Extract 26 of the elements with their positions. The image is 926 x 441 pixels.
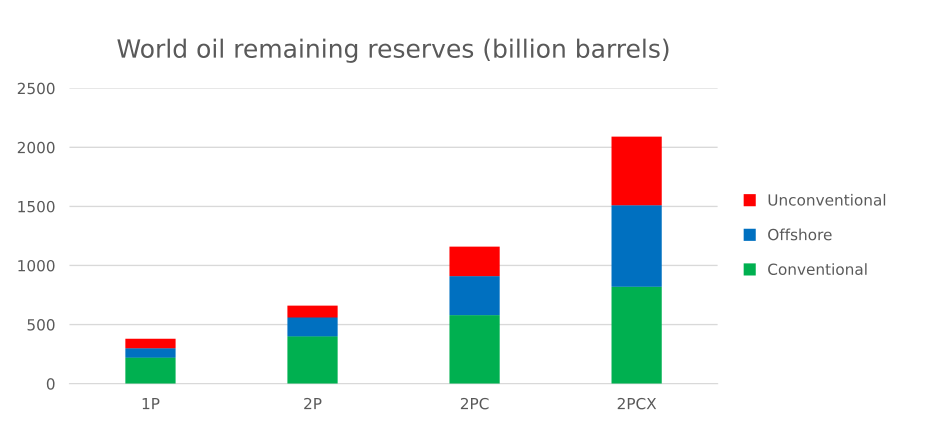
bar xyxy=(449,276,500,316)
bar xyxy=(449,246,500,276)
bar xyxy=(287,336,338,384)
x-tick-label: 1P xyxy=(142,398,160,410)
bar xyxy=(612,286,662,384)
bar xyxy=(612,136,662,206)
y-tick-label: 2500 xyxy=(18,82,55,94)
legend-label: Conventional xyxy=(768,263,867,276)
y-tick-label: 0 xyxy=(46,378,55,390)
bar xyxy=(125,348,176,358)
y-tick-label: 1000 xyxy=(18,260,55,272)
y-tick-label: 2000 xyxy=(18,142,55,154)
bar xyxy=(287,306,338,318)
bar xyxy=(449,315,500,384)
bar xyxy=(125,338,176,348)
y-tick-label: 500 xyxy=(28,319,55,331)
chart-title: World oil remaining reserves (billion barrels) xyxy=(117,38,668,63)
bar xyxy=(287,317,338,336)
x-tick-label: 2P xyxy=(304,398,322,410)
legend-label: Offshore xyxy=(768,228,832,240)
legend-label: Unconventional xyxy=(768,194,886,206)
bar xyxy=(125,358,176,384)
bar xyxy=(612,205,662,287)
x-tick-label: 2PC xyxy=(460,398,489,410)
y-tick-label: 1500 xyxy=(18,200,55,212)
x-tick-label: 2PCX xyxy=(618,398,656,410)
